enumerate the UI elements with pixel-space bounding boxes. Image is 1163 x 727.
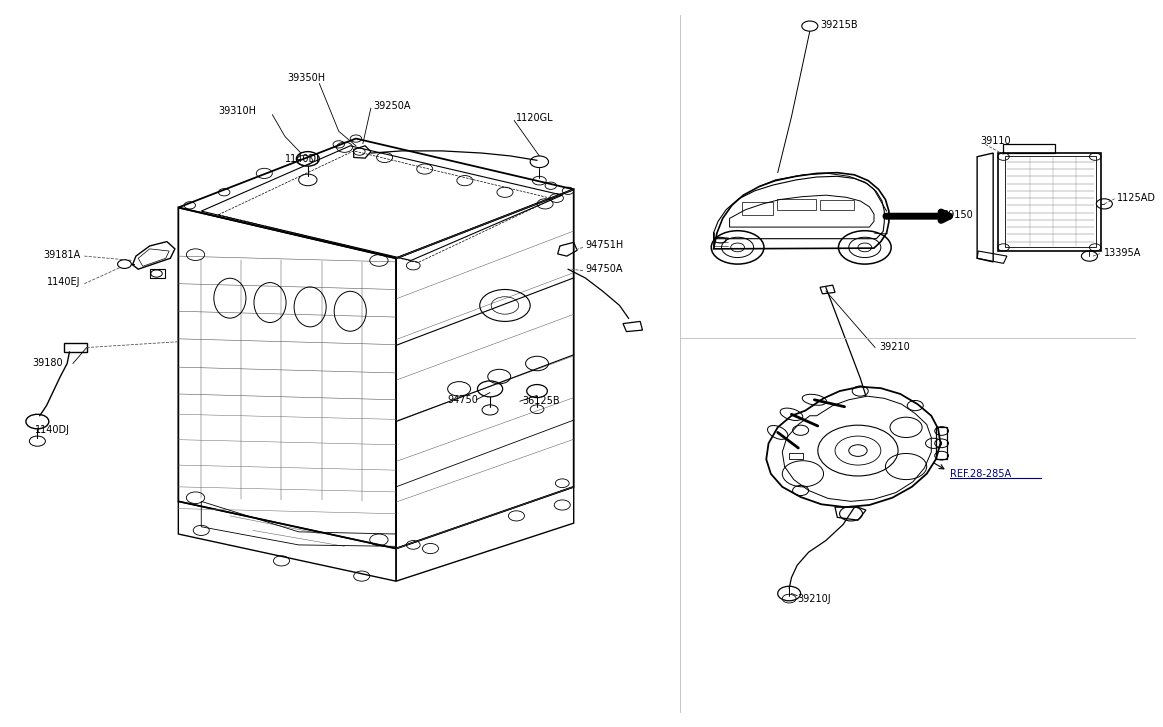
Text: 39110: 39110 [980, 136, 1011, 145]
Text: 1140EJ: 1140EJ [48, 276, 81, 286]
Text: 36125B: 36125B [522, 396, 559, 406]
Circle shape [117, 260, 131, 268]
Text: 39250A: 39250A [373, 101, 411, 111]
Text: 39210J: 39210J [797, 595, 830, 604]
Text: 1140DJ: 1140DJ [285, 154, 320, 164]
Text: 39210: 39210 [879, 342, 911, 352]
Circle shape [801, 21, 818, 31]
Text: 94750: 94750 [448, 395, 478, 405]
Text: 1120GL: 1120GL [516, 113, 554, 124]
Text: 13395A: 13395A [1105, 248, 1142, 258]
Text: 39310H: 39310H [219, 106, 257, 116]
Text: 1140DJ: 1140DJ [35, 425, 70, 435]
Text: 39180: 39180 [33, 358, 64, 369]
Text: 39181A: 39181A [44, 249, 81, 260]
Text: 94750A: 94750A [585, 264, 622, 274]
Text: 94751H: 94751H [585, 240, 623, 250]
Text: 39150: 39150 [943, 210, 973, 220]
Text: 39215B: 39215B [820, 20, 858, 31]
Text: 39350H: 39350H [287, 73, 326, 84]
Text: REF.28-285A: REF.28-285A [950, 469, 1011, 479]
Text: 1125AD: 1125AD [1116, 193, 1156, 203]
